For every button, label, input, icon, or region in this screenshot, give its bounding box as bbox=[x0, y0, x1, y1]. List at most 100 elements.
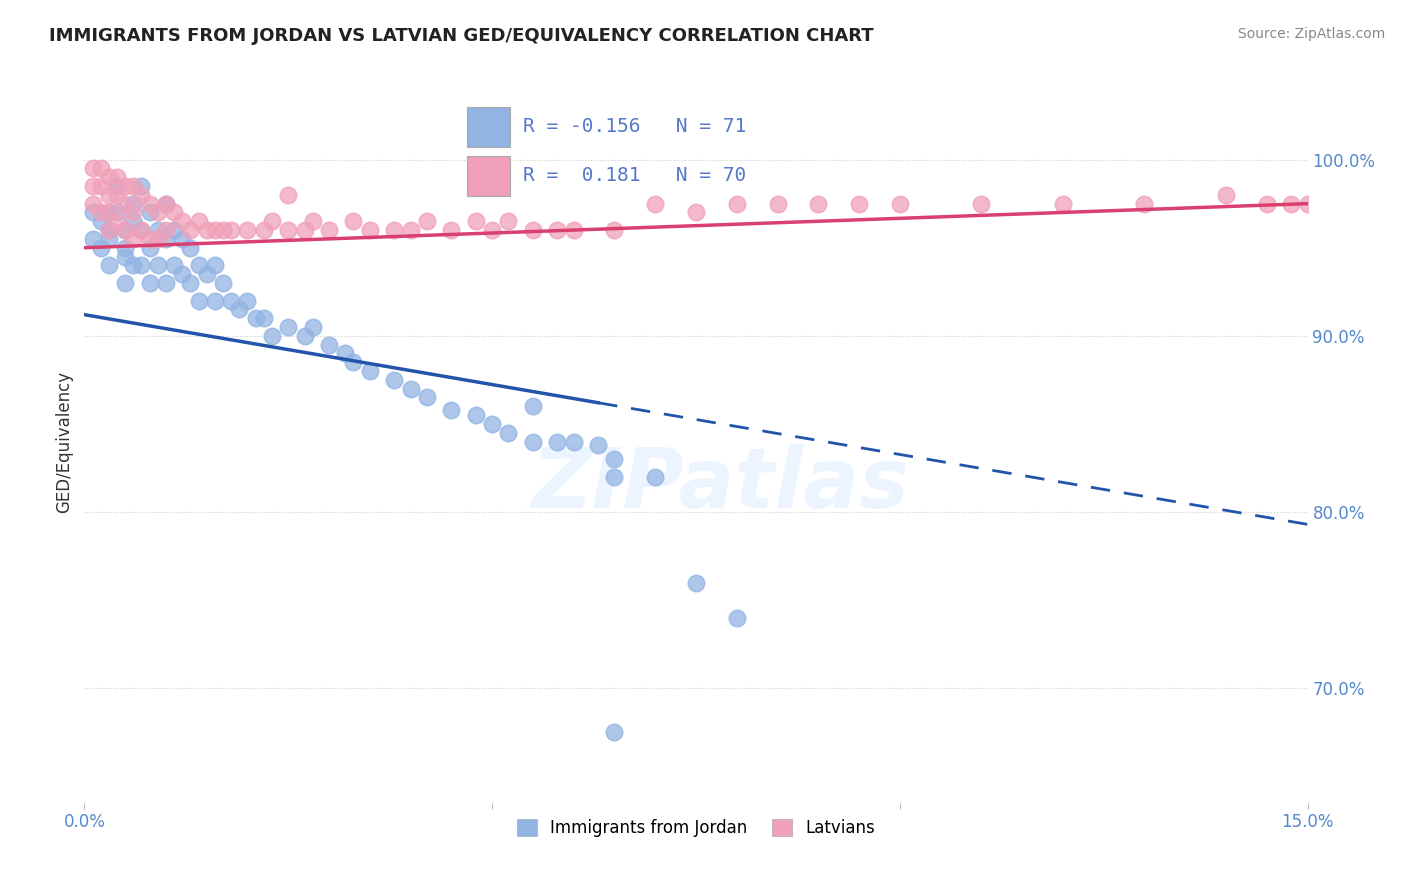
Point bbox=[179, 223, 201, 237]
Point bbox=[498, 214, 520, 228]
Point bbox=[546, 223, 568, 237]
Point bbox=[399, 223, 422, 237]
Point bbox=[187, 258, 209, 272]
Point bbox=[522, 223, 544, 237]
Point bbox=[138, 276, 160, 290]
Point bbox=[228, 302, 250, 317]
Point bbox=[90, 241, 112, 255]
Point bbox=[219, 293, 242, 308]
Point bbox=[253, 311, 276, 326]
Point bbox=[236, 223, 259, 237]
Point bbox=[172, 232, 194, 246]
Point bbox=[1215, 187, 1237, 202]
Point bbox=[522, 399, 544, 413]
Point bbox=[889, 196, 911, 211]
Point bbox=[97, 223, 120, 237]
Point bbox=[212, 223, 235, 237]
Point bbox=[97, 187, 120, 202]
Point bbox=[416, 391, 439, 405]
Point bbox=[155, 232, 177, 246]
Point bbox=[179, 276, 201, 290]
Point bbox=[163, 223, 186, 237]
Point bbox=[1256, 196, 1278, 211]
Point bbox=[82, 232, 104, 246]
Point bbox=[122, 179, 145, 194]
Point bbox=[131, 187, 153, 202]
Y-axis label: GED/Equivalency: GED/Equivalency bbox=[55, 370, 73, 513]
Point bbox=[105, 205, 128, 219]
Point bbox=[522, 434, 544, 449]
Point bbox=[399, 382, 422, 396]
Point bbox=[97, 205, 120, 219]
Point bbox=[138, 205, 160, 219]
Point bbox=[416, 214, 439, 228]
Point bbox=[1296, 196, 1319, 211]
Point bbox=[122, 205, 145, 219]
Point bbox=[236, 293, 259, 308]
Point bbox=[90, 214, 112, 228]
Point bbox=[105, 214, 128, 228]
Point bbox=[277, 187, 299, 202]
Point bbox=[146, 232, 169, 246]
Point bbox=[440, 223, 463, 237]
Legend: Immigrants from Jordan, Latvians: Immigrants from Jordan, Latvians bbox=[509, 810, 883, 845]
Point bbox=[90, 161, 112, 176]
Point bbox=[498, 425, 520, 440]
Point bbox=[131, 223, 153, 237]
Point bbox=[603, 470, 626, 484]
Point bbox=[359, 364, 381, 378]
Point bbox=[82, 196, 104, 211]
Point bbox=[382, 223, 405, 237]
Point bbox=[481, 417, 503, 431]
Point bbox=[187, 293, 209, 308]
Point bbox=[122, 214, 145, 228]
Point bbox=[725, 611, 748, 625]
Text: ZIPatlas: ZIPatlas bbox=[531, 444, 910, 525]
Point bbox=[122, 196, 145, 211]
Point bbox=[122, 258, 145, 272]
Point bbox=[146, 258, 169, 272]
Point bbox=[114, 196, 136, 211]
Point bbox=[146, 205, 169, 219]
Point bbox=[97, 232, 120, 246]
Point bbox=[725, 196, 748, 211]
Point bbox=[97, 223, 120, 237]
Point bbox=[260, 328, 283, 343]
Point bbox=[105, 179, 128, 194]
Point bbox=[82, 179, 104, 194]
Point bbox=[114, 250, 136, 264]
Point bbox=[195, 267, 218, 281]
Point bbox=[90, 179, 112, 194]
Point bbox=[172, 267, 194, 281]
Point bbox=[155, 196, 177, 211]
Point bbox=[318, 223, 340, 237]
Point bbox=[245, 311, 267, 326]
Text: Source: ZipAtlas.com: Source: ZipAtlas.com bbox=[1237, 27, 1385, 41]
Point bbox=[335, 346, 357, 360]
Point bbox=[685, 205, 707, 219]
Point bbox=[586, 438, 609, 452]
Point bbox=[294, 328, 316, 343]
Point bbox=[294, 223, 316, 237]
Point bbox=[122, 232, 145, 246]
Point bbox=[97, 258, 120, 272]
Point bbox=[204, 223, 226, 237]
Point bbox=[163, 258, 186, 272]
Point bbox=[464, 408, 486, 422]
Point bbox=[172, 214, 194, 228]
Point bbox=[105, 187, 128, 202]
Point bbox=[644, 470, 666, 484]
Point bbox=[301, 320, 323, 334]
Point bbox=[114, 223, 136, 237]
Point bbox=[342, 355, 364, 369]
Point bbox=[138, 196, 160, 211]
Point bbox=[562, 223, 585, 237]
Point bbox=[603, 223, 626, 237]
Point bbox=[97, 170, 120, 185]
Point bbox=[603, 452, 626, 467]
Point bbox=[187, 214, 209, 228]
Point bbox=[481, 223, 503, 237]
Point bbox=[546, 434, 568, 449]
Point bbox=[204, 258, 226, 272]
Point bbox=[131, 223, 153, 237]
